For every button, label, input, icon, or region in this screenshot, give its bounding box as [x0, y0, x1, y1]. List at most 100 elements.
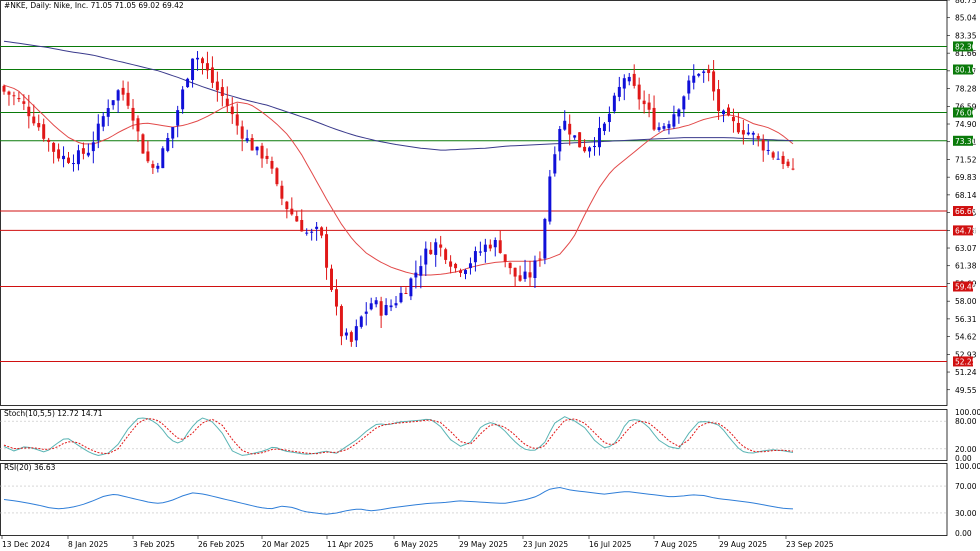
candle-body — [215, 81, 219, 91]
candle-body — [295, 216, 299, 222]
candle-body — [399, 292, 403, 303]
panel-frame-2 — [0, 463, 948, 536]
candle-body — [593, 145, 596, 148]
candle-body — [483, 244, 487, 252]
level-badge-label: 66.60 — [955, 207, 977, 216]
moving-averages — [3, 40, 794, 276]
candle-body — [712, 71, 716, 92]
candle-body — [672, 114, 676, 127]
y-tick-label: 69.83 — [955, 173, 977, 182]
y-tick-label: 86.73 — [955, 0, 977, 5]
candle-body — [181, 89, 185, 110]
x-tick-label: 26 Feb 2025 — [198, 540, 245, 549]
candle-body — [597, 127, 601, 148]
candle-body — [176, 110, 180, 126]
stoch-main-line — [3, 416, 794, 457]
candle-body — [67, 157, 70, 163]
candle-body — [439, 244, 443, 248]
candle-body — [707, 69, 711, 74]
chart-title: #NKE, Daily: Nike, Inc. 71.05 71.05 69.0… — [4, 1, 184, 10]
candle-body — [359, 316, 363, 327]
candle-body — [568, 123, 572, 135]
x-tick-label: 29 May 2025 — [459, 540, 508, 549]
candle-body — [657, 127, 661, 130]
candle-body — [528, 272, 532, 278]
candle-body — [617, 86, 621, 97]
candle-body — [320, 227, 324, 236]
ma-slow-line — [3, 40, 794, 151]
level-badge-label: 80.10 — [955, 66, 977, 75]
candle-body — [191, 58, 195, 81]
x-tick-label: 8 Jan 2025 — [68, 540, 108, 549]
y-tick-label: 78.28 — [955, 85, 977, 94]
level-badge-label: 64.75 — [955, 226, 977, 235]
rsi-tick-label: 70.00 — [955, 482, 977, 491]
stoch-tick-label: 0.00 — [955, 454, 972, 463]
candle-body — [12, 95, 16, 97]
candle-body — [677, 109, 681, 117]
candle-body — [205, 63, 209, 71]
candle-body — [374, 300, 378, 305]
panel-frame-1 — [0, 409, 948, 461]
y-tick-label: 76.59 — [955, 102, 977, 111]
candle-body — [275, 168, 279, 185]
level-badge-64.75 — [953, 225, 973, 236]
candle-body — [171, 127, 175, 139]
candle-body — [523, 271, 527, 279]
candle-body — [498, 240, 502, 253]
candle-body — [612, 95, 616, 112]
y-tick-label: 56.31 — [955, 315, 977, 324]
candle-body — [558, 128, 562, 152]
candle-body — [573, 135, 577, 138]
candle-body — [220, 87, 224, 96]
y-tick-label: 71.52 — [955, 155, 977, 164]
x-tick-label: 29 Aug 2025 — [719, 540, 767, 549]
candle-body — [578, 132, 582, 148]
candle-body — [389, 305, 393, 308]
candle-body — [538, 258, 542, 260]
y-tick-label: 49.55 — [955, 386, 977, 395]
candle-body — [602, 123, 606, 132]
candle-body — [751, 132, 755, 135]
candle-body — [300, 219, 304, 232]
candle-body — [791, 168, 795, 170]
candle-body — [588, 147, 592, 152]
candle-body — [424, 248, 428, 265]
candle-body — [548, 176, 552, 222]
candle-body — [692, 75, 696, 83]
candle-body — [116, 90, 120, 101]
candle-body — [47, 139, 51, 142]
candle-body — [285, 201, 289, 210]
candle-body — [781, 155, 785, 164]
candle-body — [513, 267, 517, 277]
candle-body — [126, 92, 130, 106]
candle-body — [76, 150, 80, 165]
candle-body — [240, 126, 244, 139]
level-badge-52.25 — [953, 356, 973, 367]
candle-body — [449, 261, 453, 267]
candle-body — [141, 134, 145, 154]
candle-body — [533, 260, 537, 279]
candle-body — [131, 107, 135, 121]
candle-body — [553, 154, 557, 174]
stoch-tick-label: 20.00 — [955, 445, 977, 454]
candle-body — [632, 73, 636, 86]
candle-body — [741, 130, 745, 135]
candle-body — [459, 270, 463, 273]
candle-body — [776, 158, 780, 160]
candle-body — [687, 80, 691, 94]
candle-body — [369, 303, 373, 310]
candle-body — [96, 123, 100, 141]
candle-body — [761, 139, 765, 151]
y-tick-label: 61.38 — [955, 262, 977, 271]
stoch-title: Stoch(10,5,5) 12.72 14.71 — [4, 409, 103, 418]
candle-body — [722, 110, 726, 115]
candle-body — [255, 146, 259, 151]
candle-body — [488, 244, 492, 249]
candle-body — [652, 107, 656, 130]
candle-body — [384, 305, 388, 316]
candle-body — [62, 155, 66, 160]
candle-body — [647, 102, 651, 110]
candle-body — [508, 262, 512, 269]
candle-body — [201, 58, 204, 64]
